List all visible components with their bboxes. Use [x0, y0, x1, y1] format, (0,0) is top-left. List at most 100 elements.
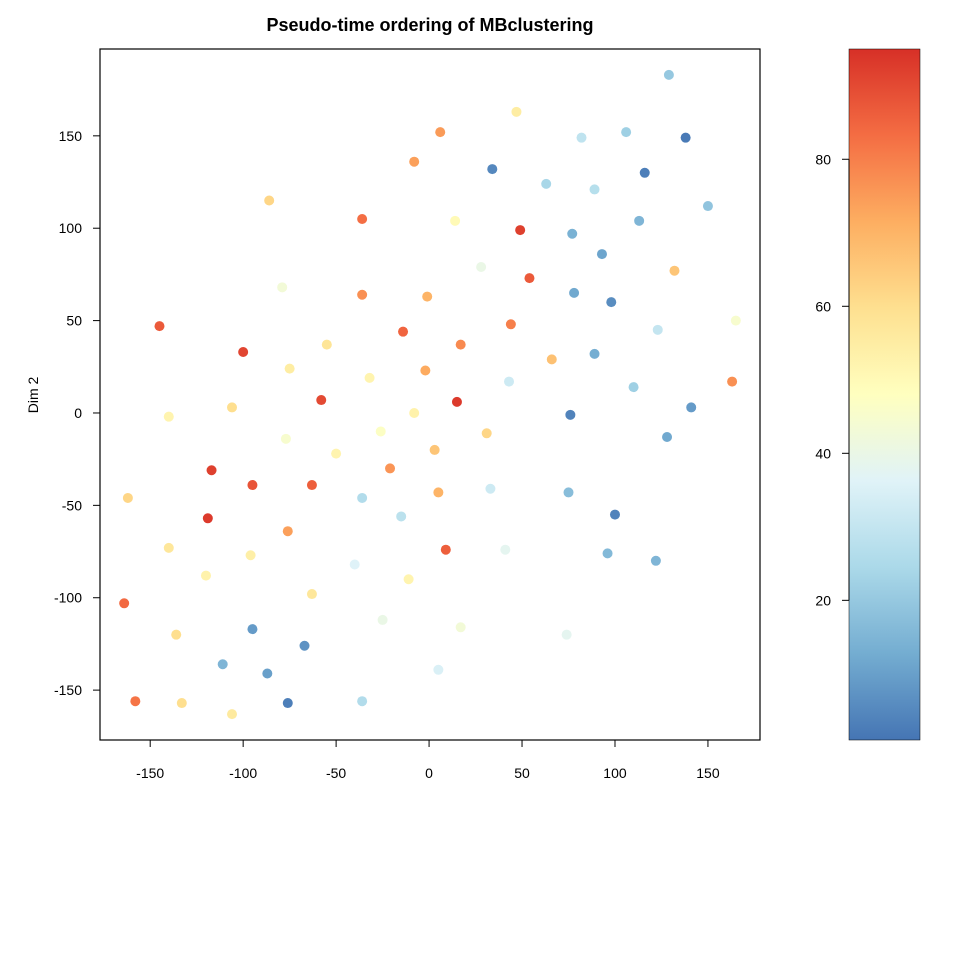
data-point: [576, 132, 587, 143]
data-point: [511, 106, 522, 117]
data-point: [662, 431, 673, 442]
x-axis: -150 -100 -50 0 50 100 150: [136, 739, 720, 781]
data-point: [634, 215, 645, 226]
data-point: [450, 215, 461, 226]
data-point: [284, 363, 295, 374]
colorbar-axis: 20 40 60 80: [815, 151, 850, 608]
data-point: [375, 426, 386, 437]
data-point: [440, 544, 451, 555]
data-point: [433, 487, 444, 498]
data-point: [524, 273, 535, 284]
y-tick-label: 100: [59, 220, 83, 236]
data-point: [217, 659, 228, 670]
x-tick-label: -150: [136, 765, 164, 781]
data-point: [420, 365, 431, 376]
data-point: [639, 167, 650, 178]
data-point: [596, 249, 607, 260]
data-point: [422, 291, 433, 302]
data-point: [455, 339, 466, 350]
colorbar-tick-label: 60: [815, 298, 831, 314]
data-point: [398, 326, 409, 337]
data-point: [500, 544, 511, 555]
data-point: [262, 668, 273, 679]
data-point: [652, 324, 663, 335]
data-point: [563, 487, 574, 498]
x-tick-label: -50: [326, 765, 346, 781]
data-point: [541, 178, 552, 189]
data-point: [176, 698, 187, 709]
data-point: [316, 395, 327, 406]
data-point: [589, 348, 600, 359]
data-point: [435, 127, 446, 138]
data-point: [306, 589, 317, 600]
plot-frame: [99, 48, 761, 741]
data-point: [609, 509, 620, 520]
data-points: [119, 69, 741, 720]
data-point: [567, 228, 578, 239]
data-point: [702, 201, 713, 212]
data-point: [505, 319, 516, 330]
data-point: [299, 640, 310, 651]
x-tick-label: 100: [603, 765, 627, 781]
colorbar-tick-label: 40: [815, 445, 831, 461]
data-point: [485, 483, 496, 494]
data-point: [409, 156, 420, 167]
y-tick-label: -50: [62, 497, 82, 513]
data-point: [154, 321, 165, 332]
data-point: [357, 213, 368, 224]
data-point: [669, 265, 680, 276]
x-tick-label: 50: [514, 765, 530, 781]
y-tick-label: -100: [54, 590, 82, 606]
data-point: [130, 696, 141, 707]
y-axis: -150 -100 -50 0 50 100 150: [54, 128, 101, 698]
data-point: [357, 289, 368, 300]
data-point: [282, 698, 293, 709]
data-point: [680, 132, 691, 143]
data-point: [163, 411, 174, 422]
data-point: [561, 629, 572, 640]
data-point: [433, 664, 444, 675]
data-point: [245, 550, 256, 561]
data-point: [504, 376, 515, 387]
data-point: [621, 127, 632, 138]
x-tick-label: 0: [425, 765, 433, 781]
data-point: [202, 513, 213, 524]
data-point: [282, 526, 293, 537]
data-point: [227, 402, 237, 413]
data-point: [606, 297, 617, 308]
x-tick-label: 150: [696, 765, 720, 781]
data-point: [650, 555, 661, 566]
data-point: [565, 409, 576, 420]
chart-title: Pseudo-time ordering of MBclustering: [266, 15, 593, 35]
data-point: [119, 598, 130, 609]
plot-area: [99, 48, 761, 741]
data-point: [487, 164, 498, 175]
data-point: [476, 262, 487, 273]
data-point: [385, 463, 396, 474]
data-point: [727, 376, 738, 387]
data-point: [396, 511, 407, 522]
data-point: [206, 465, 217, 476]
data-point: [357, 696, 368, 707]
data-point: [357, 492, 368, 503]
colorbar-tick-label: 80: [815, 151, 831, 167]
data-point: [349, 559, 360, 570]
y-tick-label: 50: [66, 313, 82, 329]
x-tick-label: -100: [229, 765, 257, 781]
y-tick-label: 150: [59, 128, 83, 144]
y-tick-label: 0: [74, 405, 82, 421]
data-point: [280, 433, 291, 444]
y-axis-label: Dim 2: [25, 377, 41, 414]
data-point: [163, 542, 174, 553]
data-point: [730, 315, 741, 326]
data-point: [589, 184, 600, 195]
data-point: [628, 382, 639, 393]
data-point: [321, 339, 332, 350]
data-point: [515, 225, 526, 236]
data-point: [451, 396, 462, 407]
data-point: [247, 624, 258, 635]
data-point: [277, 282, 288, 293]
data-point: [306, 480, 317, 491]
